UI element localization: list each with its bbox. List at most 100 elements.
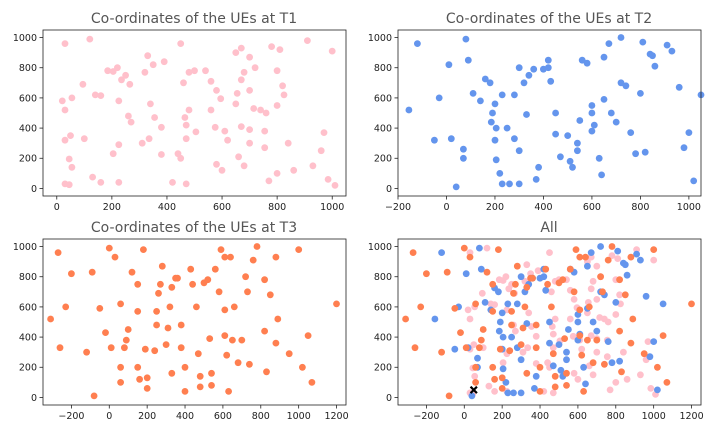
data-point	[680, 144, 688, 152]
plot-frame	[42, 29, 347, 197]
data-point	[158, 151, 165, 158]
data-point	[309, 162, 317, 170]
data-point	[229, 336, 236, 344]
data-point	[213, 87, 220, 94]
data-point	[177, 321, 185, 329]
x-tick-label: 1000	[677, 202, 701, 213]
x-tick-label: 0	[443, 202, 449, 213]
data-point	[515, 147, 523, 155]
data-point	[317, 147, 325, 155]
data-point	[105, 244, 113, 252]
data-point	[155, 289, 162, 297]
data-point	[504, 389, 512, 397]
data-point	[273, 67, 281, 75]
data-point	[489, 308, 497, 315]
data-point	[492, 124, 500, 132]
data-point	[261, 144, 269, 152]
data-point	[511, 91, 518, 99]
data-point	[246, 126, 254, 133]
x-tick-label: 1000	[287, 411, 311, 422]
data-point	[177, 154, 185, 162]
data-point	[102, 329, 109, 336]
data-point	[599, 288, 606, 296]
data-point	[496, 170, 504, 177]
data-point	[468, 392, 476, 400]
x-tick-label: 800	[252, 411, 270, 422]
data-point	[616, 291, 623, 299]
data-point	[217, 246, 225, 254]
data-point	[443, 268, 451, 276]
data-point	[483, 268, 491, 276]
data-point	[168, 283, 176, 291]
data-point	[460, 145, 467, 153]
data-point	[122, 71, 129, 79]
data-point	[80, 135, 88, 143]
data-point	[487, 118, 495, 126]
y-tick-label: 600	[374, 93, 392, 104]
data-point	[621, 291, 629, 299]
data-point	[499, 333, 507, 341]
data-point	[607, 109, 615, 117]
x-tick-label: 1000	[642, 411, 666, 422]
y-tick-label: 0	[386, 184, 392, 195]
x-tick-label: 800	[631, 202, 649, 213]
data-point	[97, 92, 105, 99]
data-point	[523, 283, 531, 291]
data-point	[523, 261, 531, 269]
data-point	[508, 308, 515, 315]
data-point	[548, 303, 555, 311]
data-point	[462, 270, 470, 278]
data-point	[569, 163, 576, 171]
data-point	[555, 341, 563, 348]
data-point	[544, 64, 552, 72]
data-point	[552, 109, 559, 117]
data-point	[510, 289, 517, 297]
data-point	[276, 46, 284, 53]
data-point	[588, 127, 596, 135]
data-point	[584, 336, 591, 344]
data-point	[128, 268, 136, 276]
data-point	[118, 76, 125, 84]
data-point	[498, 385, 506, 392]
data-point	[423, 270, 430, 278]
data-point	[498, 91, 506, 99]
panel-title: All	[540, 220, 557, 236]
data-point	[285, 350, 293, 358]
data-point	[290, 166, 298, 174]
data-point	[578, 56, 586, 64]
data-point	[196, 372, 204, 380]
data-point	[177, 344, 185, 352]
x-marker	[469, 385, 478, 394]
data-point	[279, 82, 286, 90]
y-tick-label: 400	[19, 123, 37, 134]
data-point	[295, 246, 303, 254]
data-point	[452, 183, 460, 191]
data-point	[460, 244, 468, 252]
data-point	[469, 90, 477, 97]
data-point	[532, 321, 540, 329]
data-point	[512, 327, 519, 335]
data-point	[481, 299, 489, 306]
data-point	[124, 112, 132, 120]
data-point	[324, 176, 332, 183]
data-point	[542, 286, 550, 294]
data-point	[134, 363, 142, 371]
data-point	[650, 338, 658, 345]
data-point	[566, 315, 574, 323]
data-point	[182, 180, 190, 188]
data-point	[523, 320, 531, 327]
data-point	[654, 386, 661, 394]
x-tick-label: 400	[531, 411, 549, 422]
data-point	[204, 276, 212, 284]
x-tick-label: 400	[158, 202, 176, 213]
y-tick-label: 400	[374, 123, 392, 134]
data-point	[174, 274, 181, 282]
data-point	[536, 388, 544, 395]
data-point	[438, 348, 445, 356]
data-point	[115, 141, 123, 149]
data-point	[570, 369, 578, 377]
data-point	[495, 246, 502, 254]
data-point	[153, 321, 161, 329]
data-point	[521, 303, 529, 311]
